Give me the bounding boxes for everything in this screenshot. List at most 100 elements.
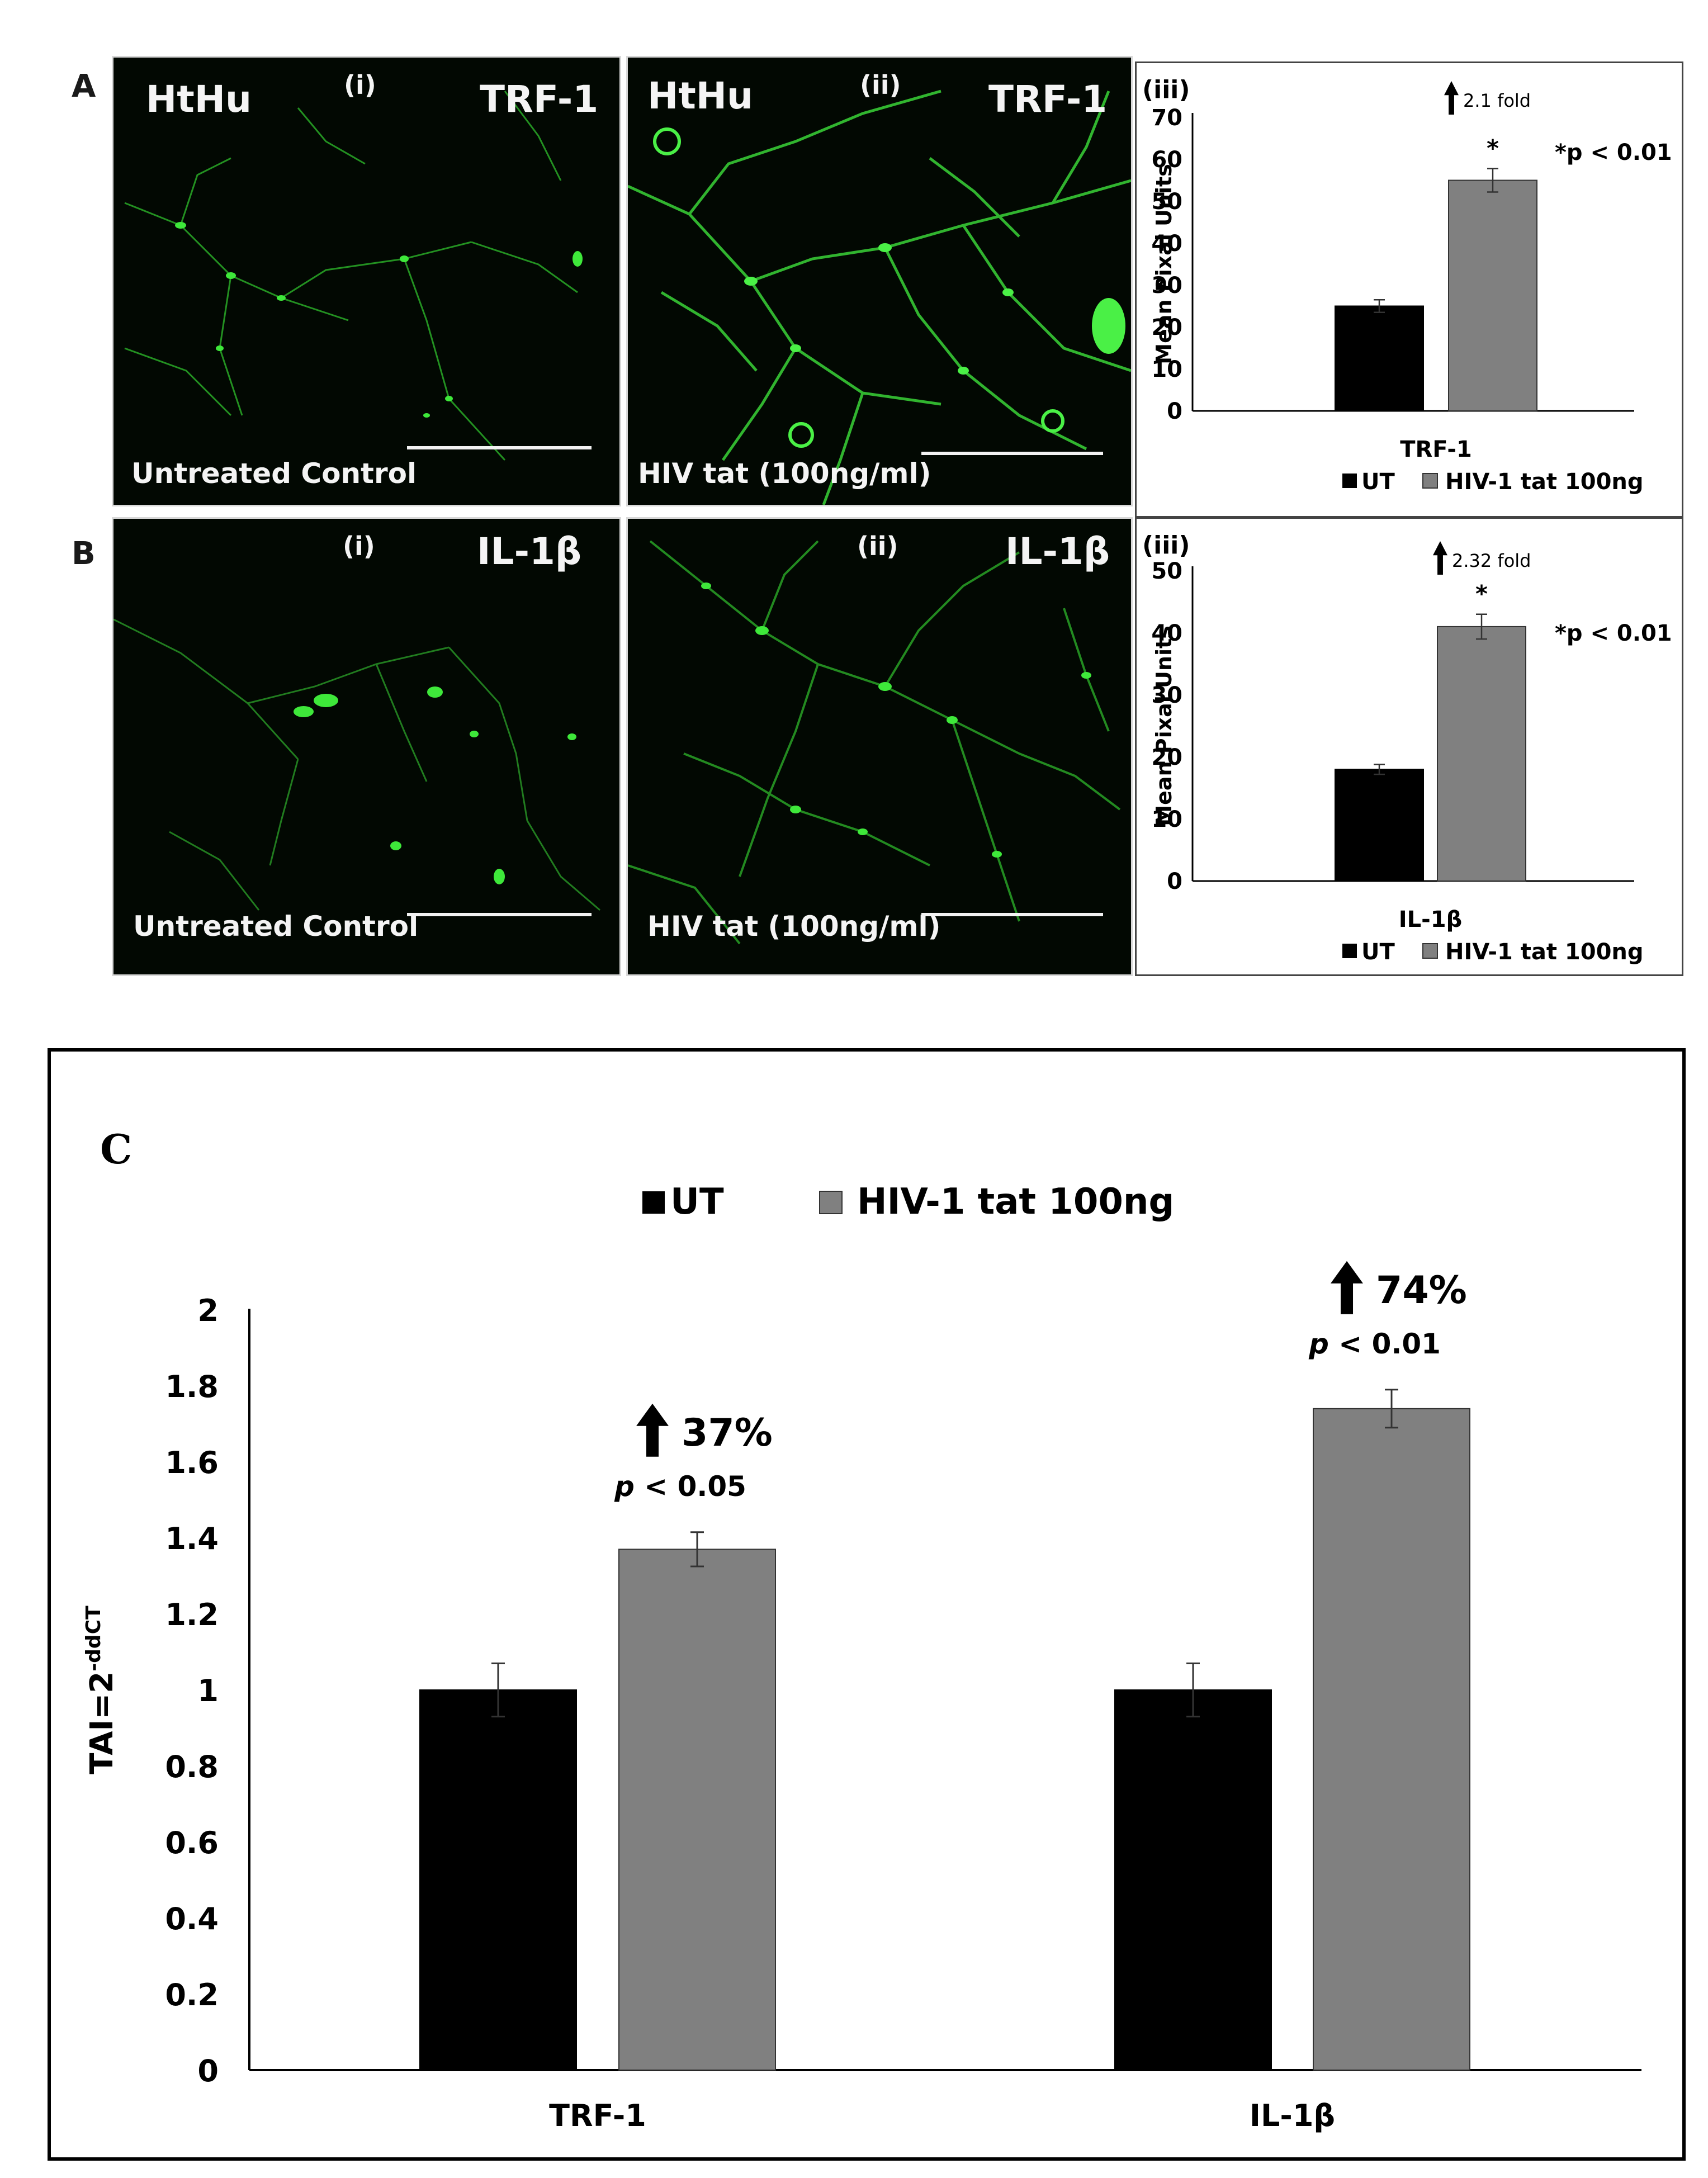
y-tick-label: 30 <box>1151 683 1182 708</box>
panel-letter-c: C <box>100 1125 132 1173</box>
chart-c-svg: C 0 0.2 0.4 0.6 0.8 1 1.2 1.4 1.6 1.8 2 TAI=2-ddCT TR… <box>82 1125 1641 2133</box>
up-arrow-icon <box>1433 541 1447 575</box>
y-tick-label: 30 <box>1151 273 1182 299</box>
chart-b-iii: 0 10 20 30 40 50 * 2.32 fold *p < 0.01 (iii) Mean … <box>1135 517 1683 976</box>
p-symbol: p <box>614 1470 635 1503</box>
bar-ut <box>1335 305 1424 411</box>
condition-label: HIV tat (100ng/ml) <box>638 457 931 490</box>
numeral-label: (ii) <box>857 531 898 561</box>
bar-tat <box>1313 1408 1470 2071</box>
y-tick-label: 0.8 <box>165 1749 219 1784</box>
up-arrow-icon <box>1331 1261 1363 1314</box>
numeral-label: (ii) <box>860 70 901 100</box>
bar-tat <box>1448 179 1537 411</box>
marker-label: IL-1β <box>477 530 582 573</box>
y-tick-label: 60 <box>1151 147 1182 173</box>
micrograph-a-i: HtHu (i) TRF-1 Untreated Control <box>112 56 621 506</box>
scale-bar <box>407 446 592 449</box>
legend-swatch-tat <box>1422 473 1438 489</box>
legend-swatch-ut <box>1342 474 1357 488</box>
legend-label-ut: UT <box>1361 939 1395 965</box>
micrograph-a-ii: HtHu (ii) TRF-1 HIV tat (100ng/ml) <box>626 56 1133 506</box>
condition-label: HIV tat (100ng/ml) <box>647 910 941 943</box>
bar-ut <box>419 1689 577 2071</box>
x-tick-label: TRF-1 <box>549 2098 646 2133</box>
bar-ut <box>1335 769 1424 882</box>
p-value-label: p < 0.05 <box>614 1470 746 1503</box>
panel-c: C 0 0.2 0.4 0.6 0.8 1 1.2 1.4 1.6 1.8 2 TAI=2-ddCT TR… <box>48 1048 1686 2161</box>
y-tick-label: 40 <box>1151 621 1182 646</box>
y-tick-label: 0.6 <box>165 1825 219 1860</box>
marker-label: IL-1β <box>1005 530 1110 573</box>
y-tick-label: 0 <box>1167 399 1182 424</box>
fold-change-label: 2.1 fold <box>1463 90 1531 111</box>
legend-label-tat: HIV-1 tat 100ng <box>857 1181 1174 1223</box>
fluorescence-image <box>628 540 1121 945</box>
y-tick-label: 0 <box>1167 869 1182 894</box>
y-tick-label: 0.2 <box>165 1977 219 2013</box>
x-axis-label: TRF-1 <box>1400 437 1472 462</box>
up-arrow-icon <box>636 1403 669 1457</box>
chart-b-svg: 0 10 20 30 40 50 * 2.32 fold *p < 0.01 (iii) Mean … <box>1142 531 1672 965</box>
y-tick-label: 2 <box>197 1293 219 1328</box>
y-tick-label: 50 <box>1151 558 1182 584</box>
y-axis-label: Mean Pixal Units <box>1152 164 1176 364</box>
x-tick-label: IL-1β <box>1250 2098 1335 2133</box>
y-tick-label: 20 <box>1151 315 1182 340</box>
y-axis-label-sup: -ddCT <box>82 1606 105 1672</box>
y-tick-label: 1.6 <box>165 1445 219 1480</box>
p-value-text: < 0.01 <box>1329 1328 1441 1360</box>
y-tick-label: 70 <box>1151 105 1182 131</box>
y-tick-label: 1.4 <box>165 1521 219 1556</box>
bar-ut <box>1114 1689 1272 2071</box>
up-arrow-icon <box>1444 81 1459 115</box>
numeral-label: (i) <box>343 531 375 561</box>
y-tick-label: 10 <box>1151 357 1182 382</box>
significance-star: * <box>1487 135 1499 162</box>
legend-label-ut: UT <box>670 1181 724 1223</box>
p-value-label: p < 0.01 <box>1308 1328 1441 1360</box>
chart-a-iii: 0 10 20 30 40 50 60 70 * 2.1 fold *p < 0.01 (iii) Me… <box>1135 61 1683 518</box>
chart-a-svg: 0 10 20 30 40 50 60 70 * 2.1 fold *p < 0.01 (iii) Me… <box>1142 75 1672 495</box>
y-tick-label: 10 <box>1151 807 1182 832</box>
y-tick-label: 1.8 <box>165 1369 219 1404</box>
legend-label-tat: HIV-1 tat 100ng <box>1445 469 1644 495</box>
marker-label: TRF-1 <box>480 78 599 121</box>
legend-label-ut: UT <box>1361 469 1395 495</box>
cell-line-label: HtHu <box>647 74 754 117</box>
fluorescence-image <box>628 89 1131 505</box>
condition-label: Untreated Control <box>131 457 417 490</box>
scale-bar <box>921 452 1103 455</box>
panel-letter-a: A <box>72 68 96 105</box>
y-tick-label: 1.2 <box>165 1597 219 1632</box>
p-value-text: < 0.05 <box>635 1470 746 1503</box>
y-tick-label: 40 <box>1151 231 1182 257</box>
micrograph-b-ii: (ii) IL-1β HIV tat (100ng/ml) <box>626 517 1133 976</box>
marker-label: TRF-1 <box>988 78 1108 121</box>
y-tick-label: 0 <box>197 2053 219 2089</box>
micrograph-b-i: (i) IL-1β Untreated Control <box>112 517 621 976</box>
p-value-label: *p < 0.01 <box>1555 621 1672 646</box>
fold-change-label: 2.32 fold <box>1452 550 1531 571</box>
y-tick-label: 50 <box>1151 189 1182 215</box>
condition-label: Untreated Control <box>133 910 419 943</box>
y-axis-label: Mean Pixal Units <box>1152 626 1176 826</box>
bar-tat <box>618 1549 776 2071</box>
panel-label: (iii) <box>1142 531 1190 560</box>
fluorescence-image <box>113 618 600 911</box>
cell-line-label: HtHu <box>146 78 252 121</box>
panel-letter-b: B <box>72 536 96 572</box>
y-axis-label: TAI=2-ddCT <box>82 1606 120 1774</box>
increase-label: 74% <box>1376 1268 1467 1313</box>
scale-bar <box>921 913 1103 916</box>
y-tick-label: 0.4 <box>165 1901 219 1936</box>
y-tick-label: 20 <box>1151 745 1182 770</box>
legend-swatch-tat <box>1422 943 1438 959</box>
significance-star: * <box>1475 580 1488 608</box>
legend-swatch-tat <box>819 1191 843 1214</box>
scale-bar <box>407 913 592 916</box>
y-axis-label-base: TAI=2 <box>84 1672 120 1774</box>
p-symbol: p <box>1308 1328 1329 1360</box>
increase-label: 37% <box>682 1411 773 1455</box>
p-value-label: *p < 0.01 <box>1555 140 1672 165</box>
